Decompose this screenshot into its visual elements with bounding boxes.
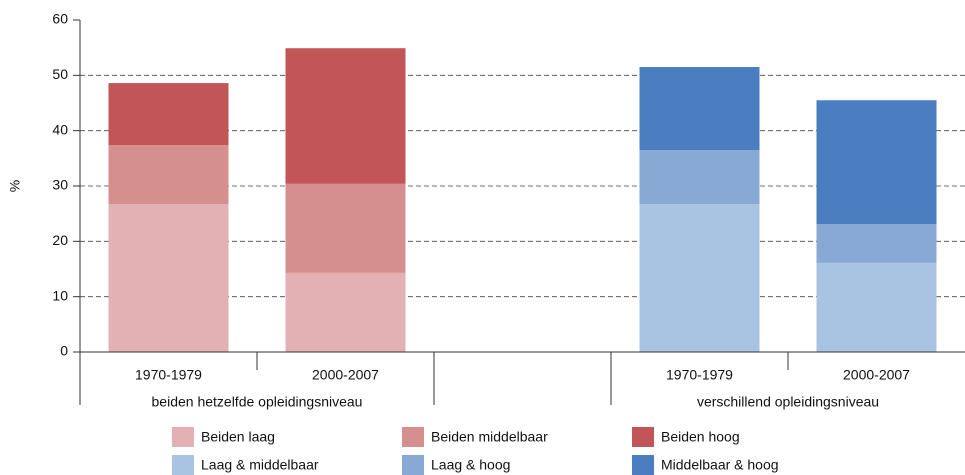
group-label: beiden hetzelfde opleidingsniveau: [152, 394, 363, 410]
legend-swatch: [402, 427, 424, 447]
y-axis-label: %: [7, 180, 23, 192]
x-tick-label: 2000-2007: [312, 367, 379, 383]
bar-segment: [285, 272, 406, 352]
legend-label: Laag & middelbaar: [201, 457, 319, 473]
legend-swatch: [632, 455, 654, 475]
bar-segment: [816, 224, 937, 263]
legend-label: Middelbaar & hoog: [661, 457, 779, 473]
bar-segment: [816, 100, 937, 225]
legend-label: Beiden hoog: [661, 429, 740, 445]
bar-segment: [639, 204, 760, 352]
bar-segment: [285, 48, 406, 184]
y-tick-label: 50: [52, 66, 68, 82]
bar-segment: [816, 262, 937, 352]
bar-segment: [285, 183, 406, 273]
group-label: verschillend opleidingsniveau: [697, 394, 879, 410]
legend-swatch: [632, 427, 654, 447]
bar-segment: [639, 150, 760, 205]
y-tick-label: 0: [60, 343, 68, 359]
x-tick-label: 1970-1979: [666, 367, 733, 383]
y-tick-label: 10: [52, 287, 68, 303]
y-tick-label: 30: [52, 177, 68, 193]
y-tick-label: 40: [52, 121, 68, 137]
y-tick-label: 20: [52, 232, 68, 248]
legend-label: Beiden laag: [201, 429, 275, 445]
legend-label: Laag & hoog: [431, 457, 510, 473]
legend-swatch: [172, 455, 194, 475]
bar-segment: [108, 145, 229, 205]
x-tick-label: 1970-1979: [135, 367, 202, 383]
bar-segment: [108, 204, 229, 352]
bar-segment: [108, 83, 229, 146]
legend-swatch: [402, 455, 424, 475]
legend-swatch: [172, 427, 194, 447]
legend-label: Beiden middelbaar: [431, 429, 548, 445]
y-tick-label: 60: [52, 11, 68, 27]
x-tick-label: 2000-2007: [843, 367, 910, 383]
bar-segment: [639, 67, 760, 151]
